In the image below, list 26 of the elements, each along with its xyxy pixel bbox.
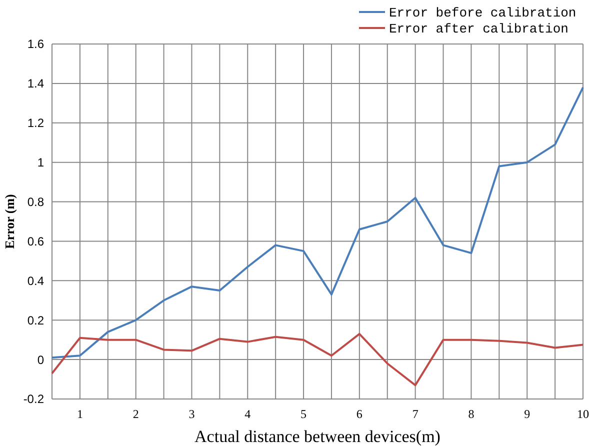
y-tick-label: 0	[37, 352, 44, 367]
x-tick-label: 2	[132, 407, 139, 421]
y-tick-label: 1	[37, 156, 44, 170]
x-axis-title: Actual distance between devices(m)	[194, 427, 440, 446]
y-tick-label: 1.6	[27, 37, 44, 52]
x-tick-label: 3	[188, 407, 195, 421]
y-tick-label: 1.2	[27, 116, 44, 130]
line-series	[51, 86, 584, 359]
y-tick-label: 1.4	[27, 76, 44, 91]
x-tick-label: 6	[356, 407, 362, 421]
y-tick-label: -0.2	[23, 392, 44, 406]
x-tick-label: 4	[244, 407, 251, 421]
x-tick-label: 10	[577, 407, 589, 421]
x-tick-label: 1	[76, 407, 83, 421]
legend-label: Error after calibration	[389, 22, 568, 37]
y-tick-label: 0.2	[27, 313, 44, 328]
y-tick-label: 0.4	[27, 274, 44, 288]
y-tick-label: 0.6	[27, 234, 44, 248]
y-tick-label: 0.8	[27, 194, 44, 209]
line-series	[51, 332, 584, 386]
legend-label: Error before calibration	[389, 6, 576, 21]
x-tick-label: 9	[524, 407, 530, 421]
y-axis-title: Error (m)	[2, 194, 17, 249]
x-tick-label: 7	[412, 407, 418, 421]
x-tick-label: 8	[468, 407, 474, 421]
x-tick-label: 5	[300, 407, 307, 421]
